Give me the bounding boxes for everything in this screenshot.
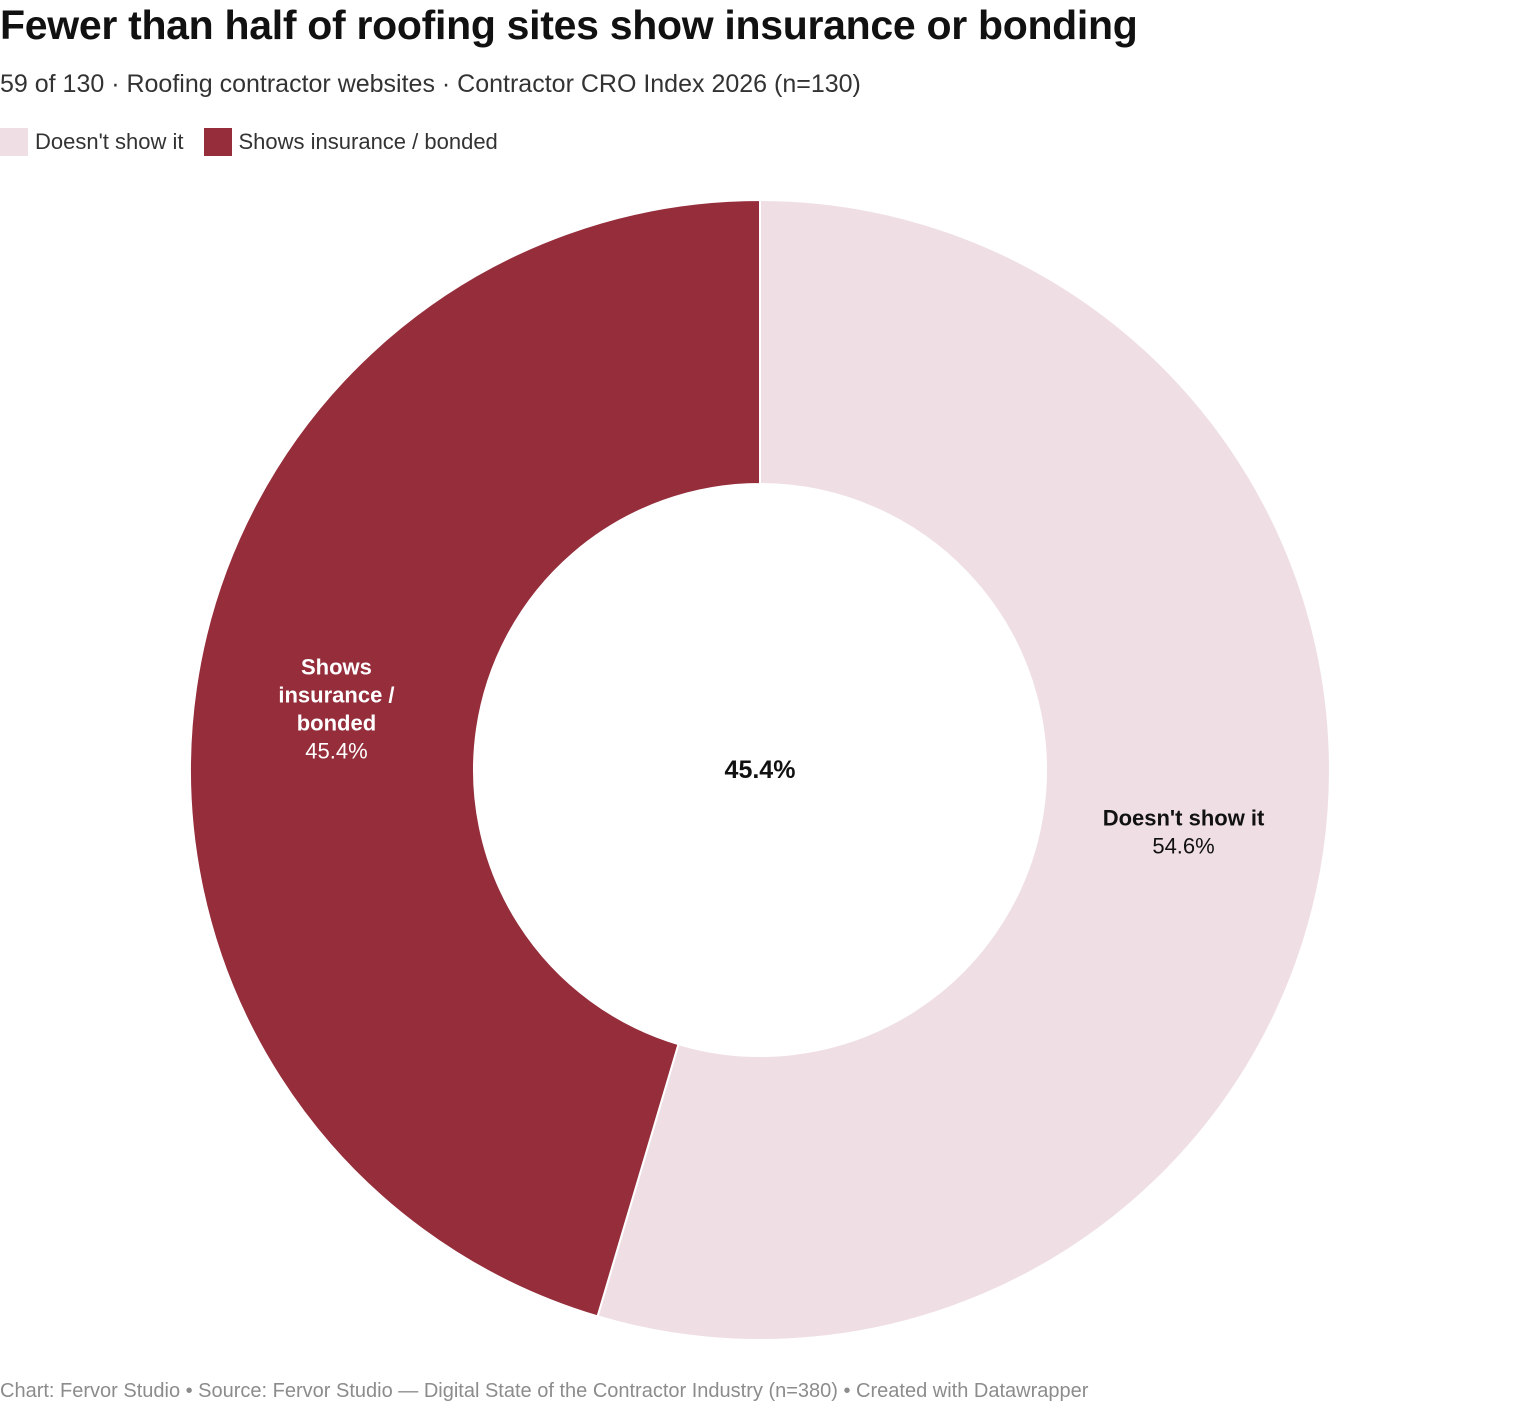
- slice-name-text: insurance /: [278, 682, 394, 707]
- chart-footer: Chart: Fervor Studio • Source: Fervor St…: [0, 1380, 1089, 1402]
- legend-swatch-shows-insurance: [203, 128, 232, 156]
- slice-value-text: 45.4%: [305, 738, 367, 763]
- center-label: 45.4%: [725, 756, 796, 784]
- chart-title: Fewer than half of roofing sites show in…: [0, 2, 1138, 48]
- legend-item-doesnt-show: Doesn't show it: [0, 128, 184, 156]
- slice-name-text: Shows: [301, 654, 372, 679]
- slice-doesn-t-show-it: [596, 198, 1331, 1341]
- slice-label-shows-insurance-bonded: Shows insurance / bonded 45.4%: [278, 654, 394, 763]
- chart-subtitle: 59 of 130 · Roofing contractor websites …: [0, 70, 861, 98]
- slice-label-doesn-t-show-it: Doesn't show it 54.6%: [1103, 806, 1265, 859]
- legend-swatch-doesnt-show: [0, 128, 28, 156]
- legend-label-doesnt-show: Doesn't show it: [35, 129, 184, 154]
- slice-value-text: 54.6%: [1152, 834, 1214, 859]
- legend-item-shows-insurance: Shows insurance / bonded: [203, 128, 498, 156]
- slice-name-text: Doesn't show it: [1103, 806, 1265, 831]
- slice-shows-insurance-bonded: [188, 198, 761, 1318]
- slice-name-text: bonded: [297, 710, 376, 735]
- chart-legend: Doesn't show it Shows insurance / bonded: [0, 128, 518, 156]
- legend-label-shows-insurance: Shows insurance / bonded: [238, 129, 498, 154]
